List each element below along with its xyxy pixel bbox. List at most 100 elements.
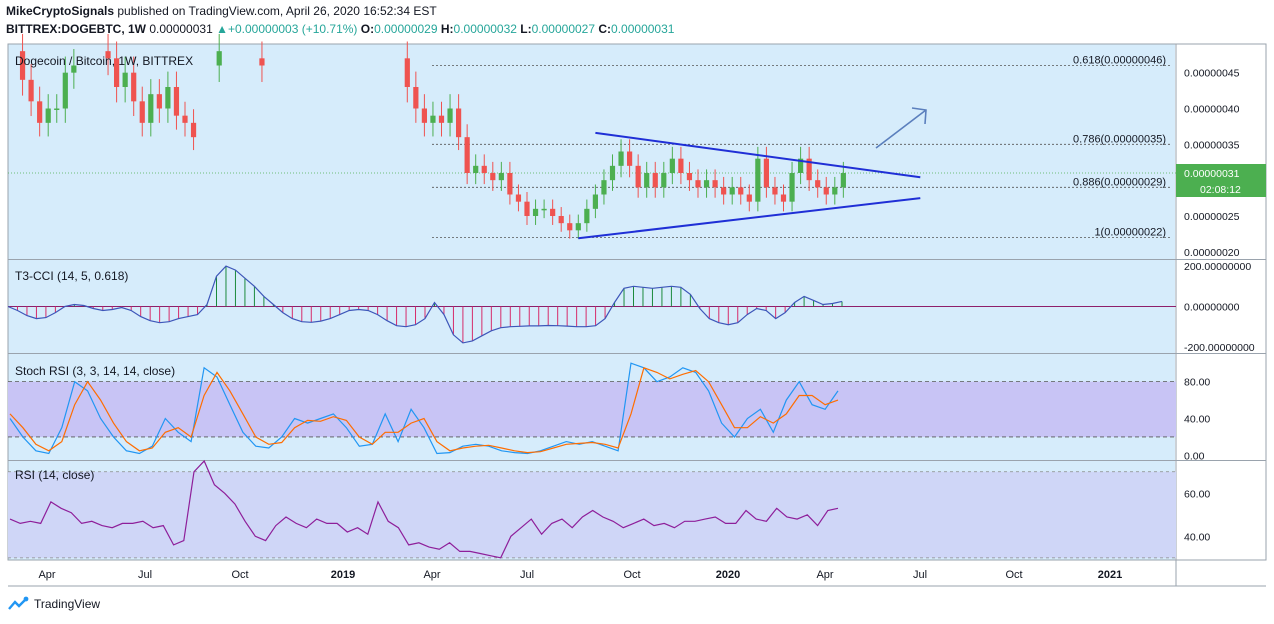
candle-body <box>627 151 633 166</box>
candle-body <box>729 187 735 195</box>
candle-body <box>789 173 795 202</box>
candle-body <box>798 158 804 173</box>
publish-header: MikeCryptoSignals published on TradingVi… <box>6 3 437 20</box>
fib-level-label: 1(0.00000022) <box>1094 227 1166 239</box>
candle-body <box>413 87 419 109</box>
tradingview-logo: TradingView <box>8 596 100 612</box>
candle-body <box>780 194 787 202</box>
cci-tick-label: 0.00000000 <box>1184 302 1240 314</box>
lower-trendline[interactable] <box>578 197 921 240</box>
ohlc-bar: BITTREX:DOGEBTC, 1W 0.00000031 ▲+0.00000… <box>6 21 674 38</box>
candle-body <box>456 108 462 138</box>
pane-background-0 <box>8 44 1175 259</box>
candle-body <box>165 87 171 109</box>
candle-body <box>404 58 410 87</box>
candle-body <box>567 223 573 231</box>
candle-body <box>216 51 222 66</box>
price-tick-label: 0.00000020 <box>1184 247 1240 259</box>
candle-body <box>832 187 838 195</box>
cci-line <box>7 265 843 344</box>
candle-body <box>712 180 718 188</box>
time-tick-label: Oct <box>1005 569 1022 581</box>
fib-level-label: 0.618(0.00000046) <box>1073 55 1166 67</box>
time-tick-label: Jul <box>520 569 534 581</box>
candle-body <box>618 151 624 166</box>
price-tick-label: 0.00000040 <box>1184 104 1240 116</box>
candle-body <box>695 180 701 188</box>
last-price-badge-label: 0.00000031 <box>1184 168 1240 180</box>
forecast-arrow[interactable] <box>875 109 927 149</box>
candle-body <box>575 223 581 231</box>
price-tick-label: 0.00000045 <box>1184 68 1240 80</box>
main-chart-title: Dogecoin / Bitcoin, 1W, BITTREX <box>15 54 193 68</box>
candle-body <box>62 72 68 109</box>
candle-body <box>156 94 162 109</box>
upper-trendline[interactable] <box>595 131 921 179</box>
high-value: 0.00000032 <box>453 22 517 36</box>
candle-body <box>661 173 667 188</box>
candle-body <box>806 158 812 181</box>
rsi-title: RSI (14, close) <box>15 468 94 482</box>
candle-body <box>37 101 43 123</box>
author-name: MikeCryptoSignals <box>6 4 115 18</box>
time-tick-label: 2020 <box>716 569 740 581</box>
candle-body <box>592 194 598 209</box>
candle-body <box>190 122 197 138</box>
stoch-tick-label: 80.00 <box>1184 377 1210 389</box>
candle-body <box>746 194 752 202</box>
candle-body <box>532 208 539 216</box>
time-tick-label: Apr <box>423 569 440 581</box>
candle-body <box>473 165 479 173</box>
candle-body <box>114 58 120 87</box>
time-tick-label: 2021 <box>1098 569 1122 581</box>
fib-level-label: 0.786(0.00000035) <box>1073 133 1166 145</box>
stoch-tick-label: 40.00 <box>1184 414 1210 426</box>
high-label: H: <box>440 22 454 36</box>
candle-body <box>669 158 675 173</box>
fib-level-label: 0.886(0.00000029) <box>1073 176 1166 188</box>
rsi-tick-label: 60.00 <box>1184 488 1210 500</box>
candle-body <box>635 165 641 188</box>
candle-body <box>772 187 778 195</box>
symbol-label: BITTREX:DOGEBTC, 1W <box>6 22 146 36</box>
candle-body <box>105 51 111 59</box>
low-label: L: <box>520 22 532 36</box>
candle-body <box>19 51 26 80</box>
tradingview-icon <box>8 596 29 610</box>
up-arrow-icon: ▲ <box>216 22 228 36</box>
forecast-arrowhead-icon <box>911 107 927 125</box>
rsi-line <box>9 459 839 559</box>
candle-body <box>763 158 769 188</box>
candle-body <box>131 72 137 102</box>
time-tick-label: Jul <box>913 569 927 581</box>
candle-body <box>464 137 470 173</box>
candle-body <box>601 180 607 195</box>
candle-body <box>139 101 145 123</box>
candle-body <box>438 115 445 123</box>
rsi-band <box>8 471 1176 558</box>
countdown-label: 02:08:12 <box>1200 184 1241 196</box>
stoch-band <box>8 381 1176 437</box>
candle-body <box>481 165 487 173</box>
time-tick-label: Oct <box>623 569 640 581</box>
candle-body <box>541 208 547 211</box>
price-tick-label: 0.00000025 <box>1184 211 1240 223</box>
candle-body <box>28 79 34 102</box>
rsi-tick-label: 40.00 <box>1184 531 1210 543</box>
cci-tick-label: 200.00000000 <box>1184 261 1251 273</box>
candle-body <box>721 187 727 195</box>
tradingview-brand-text: TradingView <box>34 597 101 611</box>
candle-body <box>678 158 684 173</box>
open-value: 0.00000029 <box>374 22 438 36</box>
candle-body <box>447 108 453 123</box>
last-price-badge <box>1176 164 1266 197</box>
stoch-title: Stoch RSI (3, 3, 14, 14, close) <box>15 364 175 378</box>
candle-body <box>558 216 564 224</box>
candle-body <box>738 187 744 195</box>
publish-info: published on TradingView.com, April 26, … <box>117 4 437 18</box>
candle-body <box>584 208 590 224</box>
candle-body <box>122 72 128 87</box>
candle-body <box>54 108 60 110</box>
candle-body <box>550 208 556 216</box>
